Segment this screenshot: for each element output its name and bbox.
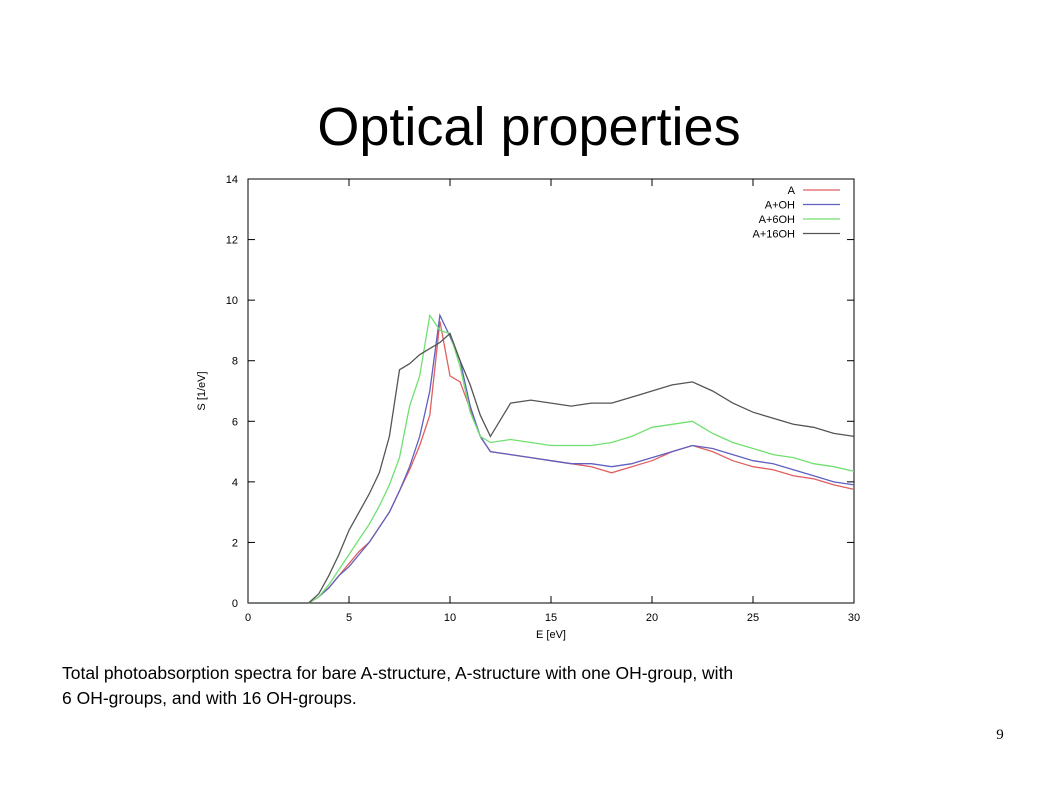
legend-label: A+6OH — [759, 214, 795, 226]
x-tick-label: 0 — [245, 612, 251, 624]
x-tick-label: 30 — [848, 612, 860, 624]
y-tick-label: 0 — [232, 598, 238, 610]
legend-label: A — [788, 185, 796, 197]
y-tick-label: 10 — [226, 295, 238, 307]
page-number: 9 — [996, 727, 1004, 743]
plot-frame — [247, 178, 855, 604]
y-tick-label: 4 — [232, 477, 238, 489]
x-tick-label: 25 — [747, 612, 759, 624]
x-tick-label: 5 — [346, 612, 352, 624]
caption-line: Total photoabsorption spectra for bare A… — [62, 663, 733, 683]
legend-label: A+OH — [765, 200, 795, 212]
x-axis-label: E [eV] — [536, 629, 566, 641]
x-tick-label: 10 — [444, 612, 456, 624]
y-tick-label: 12 — [226, 235, 238, 247]
y-tick-label: 8 — [232, 356, 238, 368]
y-axis-label: S [1/eV] — [196, 371, 208, 410]
y-tick-label: 2 — [232, 537, 238, 549]
series-line — [248, 332, 855, 604]
x-tick-label: 15 — [545, 612, 557, 624]
caption-line: 6 OH-groups, and with 16 OH-groups. — [62, 688, 357, 708]
legend-label: A+16OH — [753, 229, 796, 241]
slide-title: Optical properties — [317, 97, 740, 157]
x-tick-label: 20 — [646, 612, 658, 624]
series-line — [248, 313, 855, 604]
series-line — [248, 313, 855, 604]
y-tick-label: 6 — [232, 416, 238, 428]
y-tick-label: 14 — [226, 174, 238, 186]
